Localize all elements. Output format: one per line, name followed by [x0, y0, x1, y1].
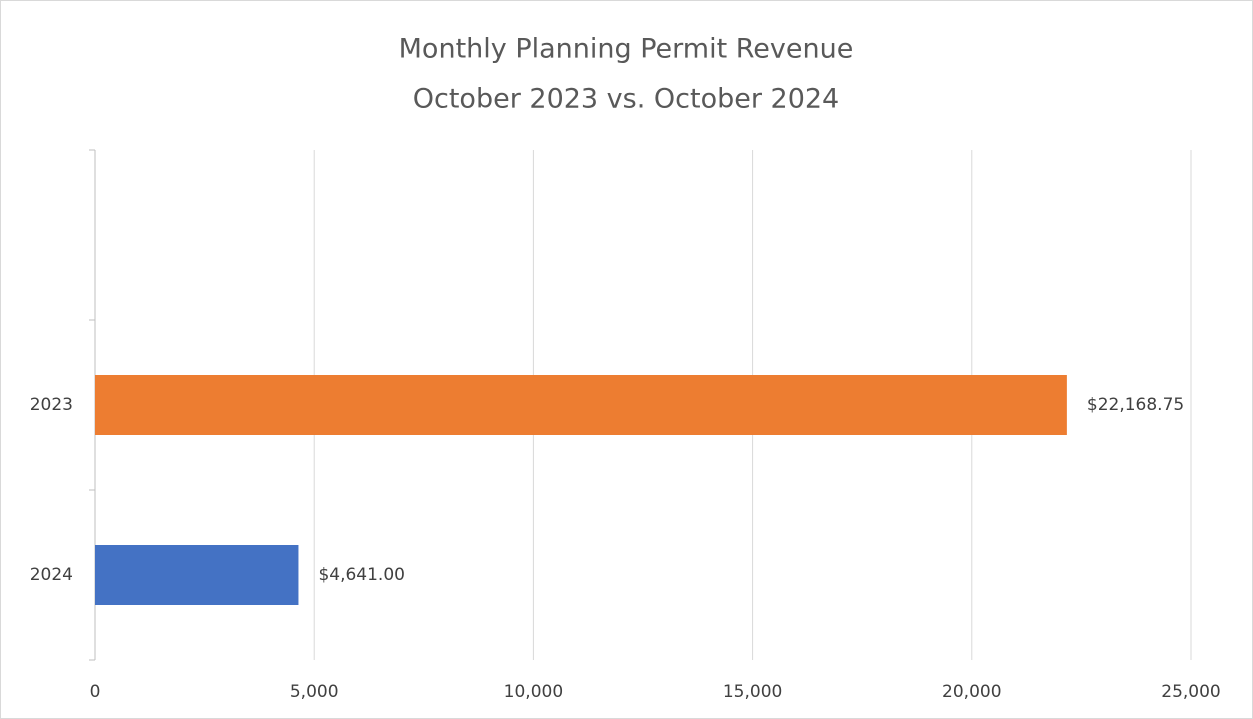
chart-subtitle: October 2023 vs. October 2024 [413, 84, 840, 115]
bar [95, 545, 299, 605]
x-tick-label: 25,000 [1161, 682, 1220, 702]
data-label: $22,168.75 [1087, 395, 1184, 415]
x-tick-label: 10,000 [504, 682, 563, 702]
x-tick-label: 20,000 [942, 682, 1001, 702]
y-tick-label: 2023 [30, 395, 73, 415]
y-tick-label: 2024 [30, 565, 73, 585]
bar [95, 375, 1067, 435]
x-tick-label: 0 [90, 682, 101, 702]
x-tick-label: 5,000 [290, 682, 339, 702]
x-tick-label: 15,000 [723, 682, 782, 702]
chart-title: Monthly Planning Permit Revenue [399, 34, 854, 65]
data-label: $4,641.00 [318, 565, 405, 585]
